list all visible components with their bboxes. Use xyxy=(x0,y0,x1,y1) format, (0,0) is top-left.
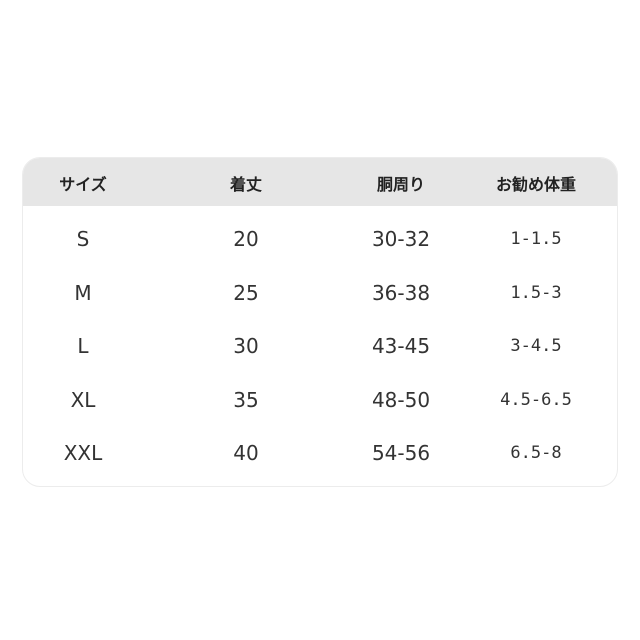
cell-length: 20 xyxy=(233,227,259,251)
cell-length: 25 xyxy=(233,281,259,305)
cell-size: M xyxy=(74,281,92,305)
cell-length: 30 xyxy=(233,334,259,358)
cell-waist: 48-50 xyxy=(371,388,431,412)
cell-length: 40 xyxy=(233,441,259,465)
cell-weight: 3-4.5 xyxy=(510,336,562,356)
cell-size: S xyxy=(76,227,90,251)
cell-weight: 1-1.5 xyxy=(510,229,562,249)
header-waist: 胴周り xyxy=(376,175,426,194)
header-length: 着丈 xyxy=(229,175,263,194)
cell-length: 35 xyxy=(233,388,259,412)
header-size: サイズ xyxy=(59,175,107,194)
cell-waist: 54-56 xyxy=(371,441,431,465)
cell-size: L xyxy=(77,334,89,358)
cell-waist: 30-32 xyxy=(371,227,431,251)
cell-weight: 1.5-3 xyxy=(510,283,562,303)
table-header: サイズ 着丈 胴周り お勧め体重 xyxy=(23,158,617,206)
size-chart-table: サイズ 着丈 胴周り お勧め体重 S 20 30-32 1-1.5 M 25 36-38 1.5-3… xyxy=(22,157,618,487)
cell-waist: 43-45 xyxy=(371,334,431,358)
cell-waist: 36-38 xyxy=(371,281,431,305)
cell-weight: 6.5-8 xyxy=(510,443,562,463)
cell-size: XL xyxy=(70,388,96,412)
header-weight: お勧め体重 xyxy=(495,175,577,194)
cell-weight: 4.5-6.5 xyxy=(500,390,572,410)
cell-size: XXL xyxy=(63,441,103,465)
